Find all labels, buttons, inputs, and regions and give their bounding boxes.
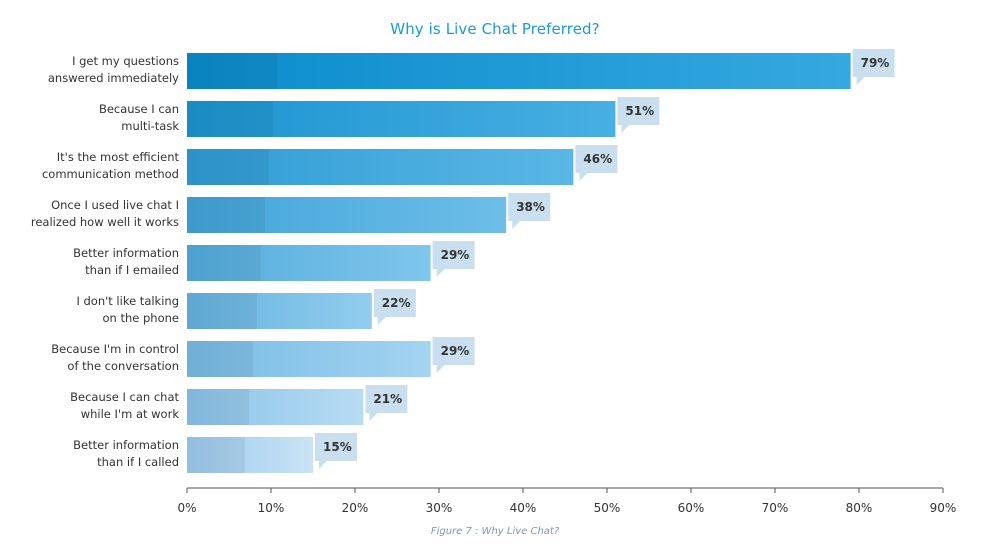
bar	[187, 101, 616, 137]
bar	[187, 245, 431, 281]
value-label: 38%	[516, 200, 545, 214]
bar-shade	[187, 101, 273, 137]
x-tick-label: 70%	[762, 501, 789, 515]
value-callout	[508, 193, 551, 229]
bar	[187, 293, 372, 329]
category-label: Better information than if I called	[73, 438, 179, 469]
bar-shade	[187, 293, 257, 329]
bar	[187, 437, 313, 473]
bar-shade	[187, 389, 249, 425]
bar	[187, 197, 507, 233]
category-label: I don't like talking on the phone	[76, 294, 179, 325]
value-callout	[315, 433, 357, 469]
value-label: 29%	[441, 344, 470, 358]
value-label: 79%	[861, 56, 890, 70]
chart-title: Why is Live Chat Preferred?	[390, 20, 600, 38]
value-callout	[575, 145, 618, 181]
bar-shade	[187, 197, 265, 233]
value-callout	[432, 241, 475, 277]
x-tick-label: 40%	[510, 501, 537, 515]
value-label: 46%	[583, 152, 612, 166]
x-tick-label: 20%	[342, 501, 369, 515]
x-tick-label: 0%	[177, 501, 196, 515]
value-label: 29%	[441, 248, 470, 262]
x-tick-label: 30%	[426, 501, 453, 515]
bar	[187, 341, 431, 377]
value-label: 51%	[625, 104, 654, 118]
bar	[187, 53, 851, 89]
value-callout	[373, 289, 416, 325]
category-label: I get my questions answered immediately	[48, 54, 179, 85]
x-tick-label: 10%	[258, 501, 285, 515]
x-tick-label: 60%	[678, 501, 705, 515]
value-label: 15%	[323, 440, 352, 454]
bar-shade	[187, 341, 253, 377]
category-label: Because I can multi-task	[99, 102, 179, 133]
x-tick-label: 80%	[846, 501, 873, 515]
category-label: Because I can chat while I'm at work	[70, 390, 179, 421]
x-axis: 0% 10% 20% 30% 40% 50% 60% 70% 80% 90%	[177, 487, 957, 515]
bar	[187, 389, 364, 425]
figure-caption: Figure 7 : Why Live Chat?	[430, 526, 560, 537]
category-label: Because I'm in control of the conversatio…	[51, 342, 179, 373]
bar-shade	[187, 53, 277, 89]
bar-shade	[187, 149, 269, 185]
category-label: Better information than if I emailed	[73, 246, 179, 277]
bars-group: 79% I get my questions answered immediatel…	[31, 49, 895, 473]
category-label: It's the most efficient communication met…	[42, 150, 180, 181]
bar	[187, 149, 574, 185]
bar-shade	[187, 437, 245, 473]
value-callout	[365, 385, 408, 421]
value-callout	[432, 337, 475, 373]
value-callout	[617, 97, 660, 133]
value-label: 22%	[382, 296, 411, 310]
value-callout	[852, 49, 895, 85]
value-label: 21%	[373, 392, 402, 406]
bar-shade	[187, 245, 261, 281]
x-tick-label: 90%	[930, 501, 957, 515]
x-tick-label: 50%	[594, 501, 621, 515]
